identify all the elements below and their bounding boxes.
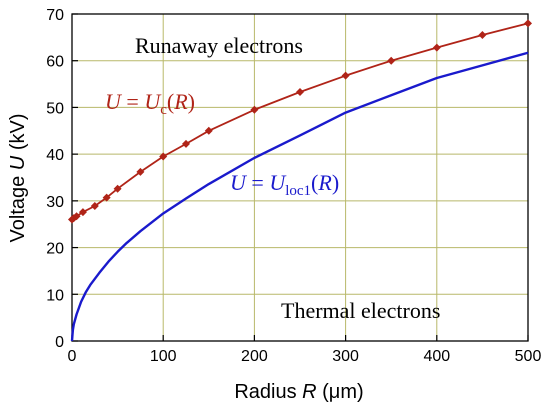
- annotation-thermal: Thermal electrons: [281, 298, 440, 323]
- x-tick-label: 500: [515, 348, 542, 365]
- y-tick-label: 0: [55, 334, 64, 351]
- series-line-uloc: [70, 51, 529, 342]
- uloc-label-arg: R: [317, 170, 332, 195]
- data-point-uc: [524, 19, 532, 28]
- data-point-uc: [78, 208, 87, 217]
- series-layer: [68, 19, 532, 342]
- data-point-uc: [478, 31, 487, 40]
- plot-frame: [71, 13, 529, 342]
- y-tick-label: 10: [46, 287, 64, 304]
- y-tick-label: 30: [46, 194, 64, 211]
- y-tick-label: 20: [46, 241, 64, 258]
- data-point-uc: [102, 193, 111, 202]
- data-point-uc: [204, 126, 213, 135]
- uloc-label-var: U: [269, 170, 287, 195]
- x-tick-label: 400: [423, 348, 450, 365]
- data-point-uc: [296, 88, 304, 97]
- annotation-runaway: Runaway electrons: [135, 33, 303, 58]
- y-tick-label: 40: [46, 147, 64, 164]
- x-tick-label: 200: [241, 348, 268, 365]
- uc-label-var: U: [144, 89, 162, 114]
- data-point-uc: [387, 56, 396, 65]
- uloc-label-open: (: [311, 170, 318, 195]
- y-tick-label: 70: [46, 7, 64, 24]
- uloc-label-sub: loc1: [285, 183, 311, 199]
- x-axis-title: Radius R (μm): [234, 381, 363, 403]
- x-tick-label: 0: [68, 348, 77, 365]
- x-tick-label: 100: [150, 348, 177, 365]
- y-axis-title: Voltage U (kV): [7, 114, 29, 243]
- y-tick-label: 50: [46, 100, 64, 117]
- uc-label-arg: R: [173, 89, 188, 114]
- x-axis-title-var: R: [302, 381, 316, 403]
- data-point-uc: [90, 201, 99, 210]
- data-point-uc: [113, 184, 122, 193]
- uc-label-eq: =: [121, 89, 144, 114]
- uloc-label-close: ): [332, 170, 339, 195]
- data-point-uc: [72, 212, 81, 221]
- uc-label-lhs: U: [105, 89, 123, 114]
- data-point-uc: [182, 139, 190, 148]
- uc-label-open: (: [167, 89, 174, 114]
- uloc-label-lhs: U: [230, 170, 248, 195]
- x-axis-title-post: (μm): [317, 381, 364, 403]
- y-tick-label: 60: [46, 54, 64, 71]
- data-point-uc: [432, 43, 441, 52]
- data-point-uc: [136, 167, 145, 176]
- data-point-uc: [250, 105, 259, 114]
- annotation-uc-curve: U = Uc(R): [105, 89, 195, 118]
- x-tick-label: 300: [332, 348, 359, 365]
- uloc-label-eq: =: [246, 170, 269, 195]
- x-axis-title-pre: Radius: [234, 381, 302, 403]
- y-axis-title-post: (kV): [7, 114, 29, 156]
- y-axis-title-pre: Voltage: [7, 170, 29, 242]
- grid-lines: [72, 14, 528, 341]
- data-point-uc: [341, 71, 350, 80]
- uc-label-sub: c: [160, 102, 167, 118]
- data-point-uc: [159, 152, 168, 161]
- uc-label-close: ): [188, 89, 195, 114]
- y-axis-title-var: U: [7, 155, 29, 170]
- axis-ticks: 0 100 200 300 400 500 0 10 20 30 40 50 60 70: [46, 7, 541, 365]
- annotation-uloc-curve: U = Uloc1(R): [230, 170, 339, 199]
